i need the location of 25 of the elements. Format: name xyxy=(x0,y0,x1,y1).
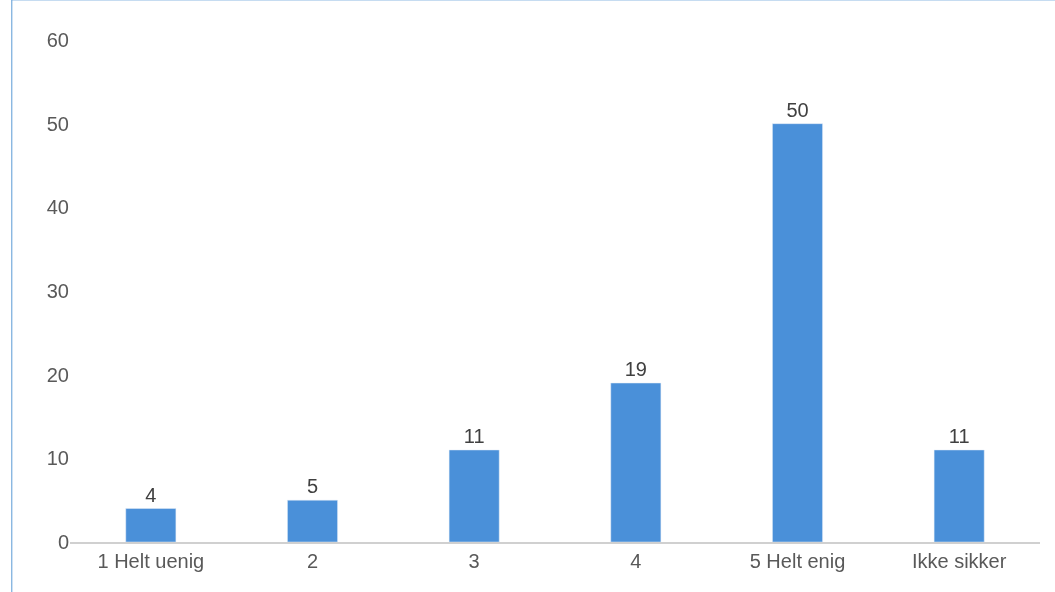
x-tick-label: 1 Helt uenig xyxy=(97,549,205,572)
y-tick-label: 40 xyxy=(46,196,69,219)
y-tick-label: 30 xyxy=(46,280,69,302)
bar xyxy=(287,499,338,542)
y-tick-label: 20 xyxy=(46,363,69,386)
data-label: 50 xyxy=(786,98,809,121)
data-label: 11 xyxy=(463,424,485,447)
y-tick-label: 60 xyxy=(46,29,69,51)
bar xyxy=(933,449,985,542)
x-tick-label: 3 xyxy=(468,549,480,572)
bar xyxy=(772,123,823,542)
data-label: 4 xyxy=(145,483,157,506)
x-tick-label: 4 xyxy=(630,549,642,572)
y-tick-label: 0 xyxy=(57,531,69,553)
bar xyxy=(610,382,662,542)
data-label: 5 xyxy=(306,475,319,498)
bar xyxy=(448,449,500,542)
y-tick-label: 50 xyxy=(46,112,69,135)
data-label: 19 xyxy=(624,358,647,381)
x-tick-label: Ikke sikker xyxy=(911,549,1007,572)
y-tick-label: 10 xyxy=(46,447,69,470)
x-tick-label: 2 xyxy=(306,549,319,572)
bar xyxy=(125,508,177,542)
x-tick-label: 5 Helt enig xyxy=(749,549,846,572)
data-label: 11 xyxy=(948,424,970,447)
